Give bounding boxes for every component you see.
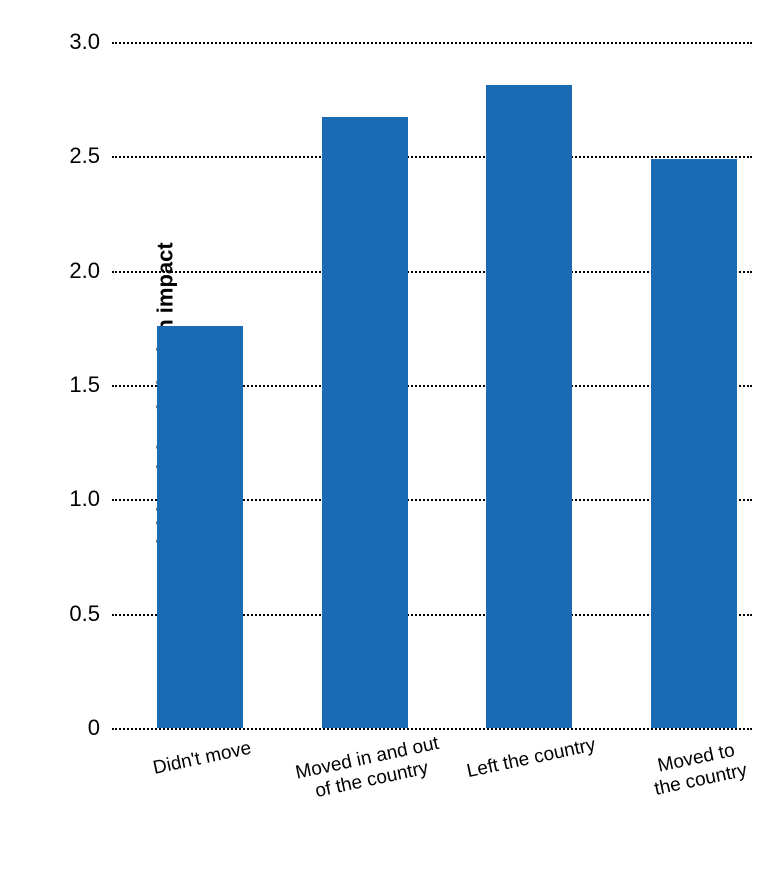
y-tick-label: 0.5 [69, 601, 112, 627]
bar [157, 326, 243, 728]
grid-line [112, 728, 752, 730]
y-tick-label: 3.0 [69, 29, 112, 55]
y-tick-label: 2.5 [69, 143, 112, 169]
chart-container: Field-weighted citation impact 00.51.01.… [0, 0, 780, 873]
bar [322, 117, 408, 728]
y-tick-label: 2.0 [69, 258, 112, 284]
bar [651, 159, 737, 728]
grid-line [112, 42, 752, 44]
plot-area: 00.51.01.52.02.53.0 [112, 42, 752, 728]
bar [486, 85, 572, 728]
y-tick-label: 1.5 [69, 372, 112, 398]
y-tick-label: 1.0 [69, 486, 112, 512]
y-tick-label: 0 [88, 715, 112, 741]
